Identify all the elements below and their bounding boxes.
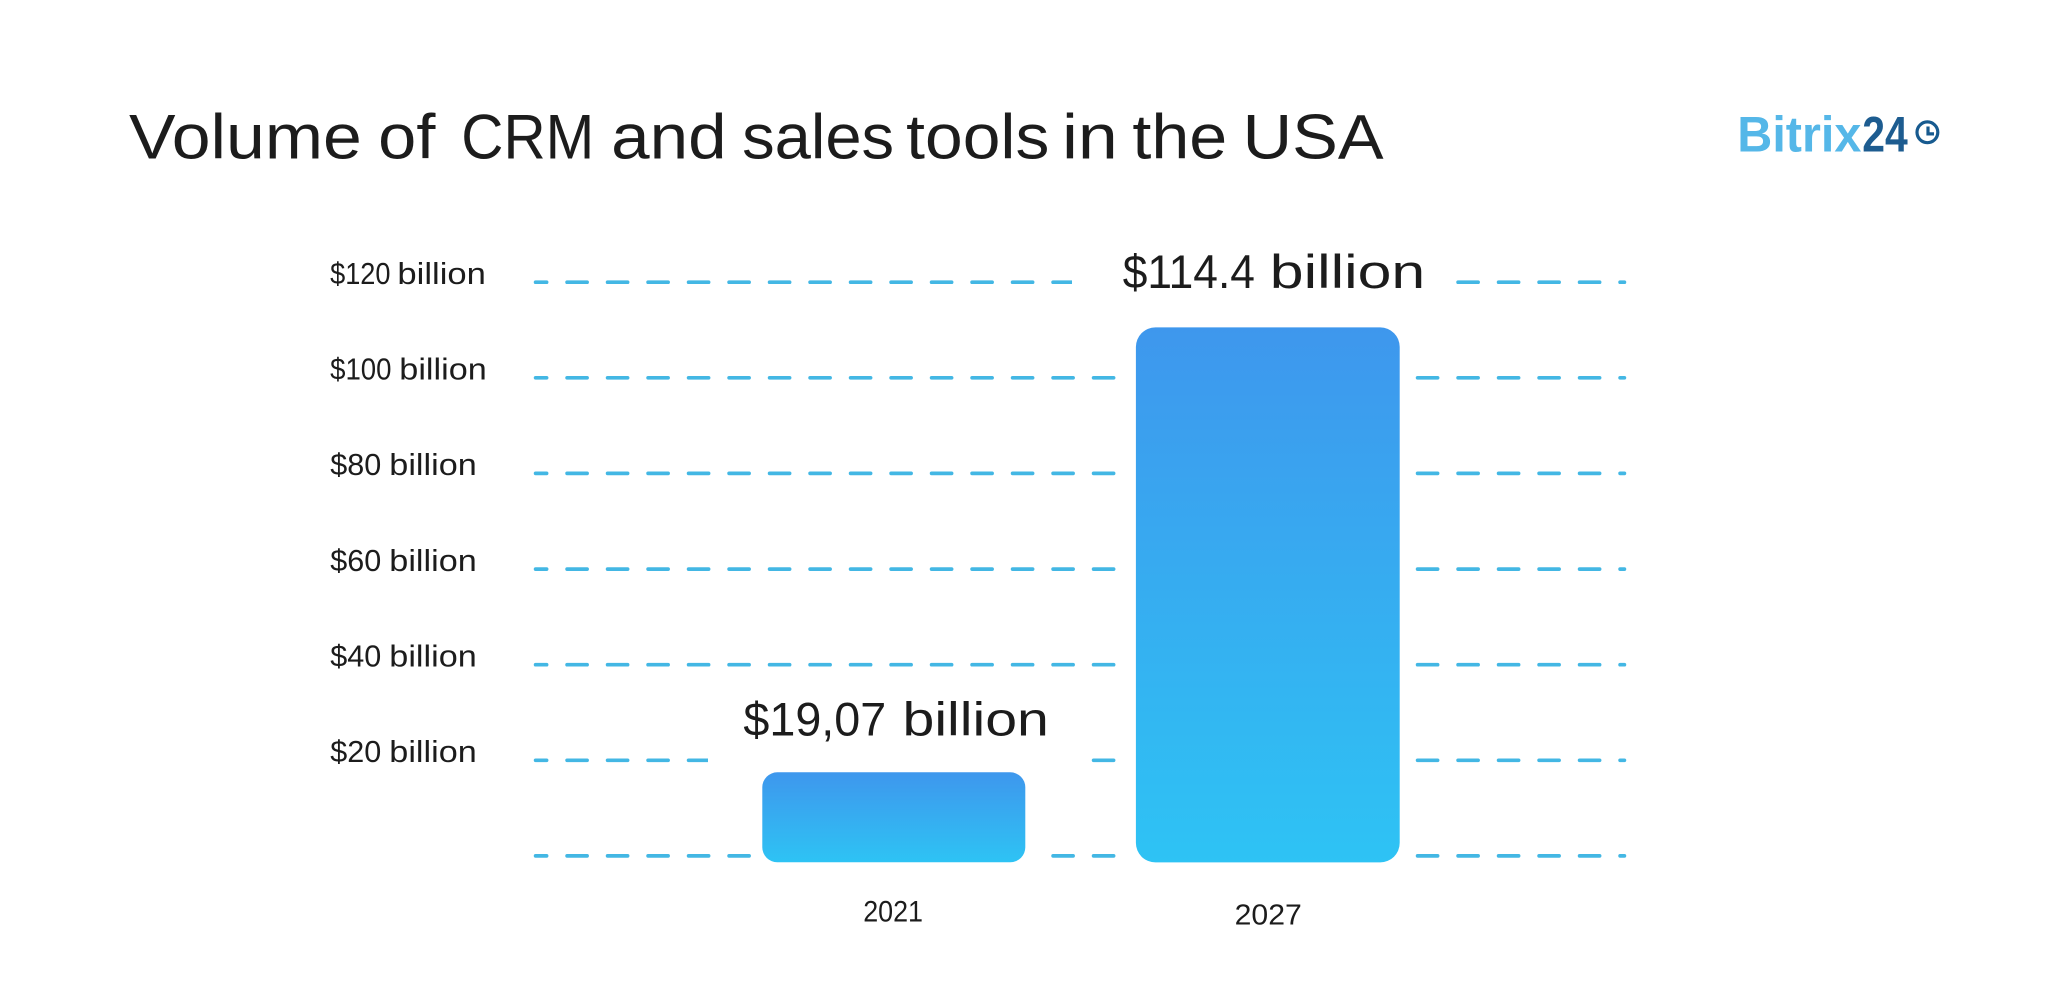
svg-text:billion: billion bbox=[389, 639, 477, 674]
svg-text:billion: billion bbox=[397, 256, 486, 291]
svg-text:and: and bbox=[611, 103, 726, 173]
svg-text:in: in bbox=[1062, 103, 1118, 173]
svg-text:billion: billion bbox=[399, 352, 487, 387]
svg-text:$40: $40 bbox=[330, 639, 381, 674]
svg-text:Bitrix: Bitrix bbox=[1737, 107, 1861, 163]
svg-text:$100: $100 bbox=[330, 352, 391, 387]
svg-text:tools: tools bbox=[906, 103, 1049, 173]
svg-text:$120: $120 bbox=[330, 256, 390, 291]
svg-text:CRM: CRM bbox=[461, 103, 594, 173]
svg-text:24: 24 bbox=[1862, 107, 1908, 163]
svg-text:$80: $80 bbox=[330, 447, 381, 482]
svg-text:the: the bbox=[1132, 103, 1227, 173]
svg-text:2021: 2021 bbox=[863, 895, 923, 928]
svg-text:of: of bbox=[378, 103, 436, 173]
svg-text:$114.4: $114.4 bbox=[1123, 246, 1255, 299]
svg-text:billion: billion bbox=[389, 447, 477, 482]
svg-text:$19,07: $19,07 bbox=[743, 693, 886, 746]
svg-text:USA: USA bbox=[1243, 103, 1385, 173]
svg-text:billion: billion bbox=[389, 543, 477, 578]
svg-text:$20: $20 bbox=[330, 734, 381, 769]
svg-text:$60: $60 bbox=[330, 543, 381, 578]
svg-text:sales: sales bbox=[742, 103, 894, 173]
svg-text:Volume: Volume bbox=[129, 103, 362, 173]
svg-text:billion: billion bbox=[1270, 246, 1425, 299]
svg-text:billion: billion bbox=[389, 734, 477, 769]
svg-text:billion: billion bbox=[903, 693, 1049, 746]
svg-text:2027: 2027 bbox=[1235, 899, 1302, 931]
